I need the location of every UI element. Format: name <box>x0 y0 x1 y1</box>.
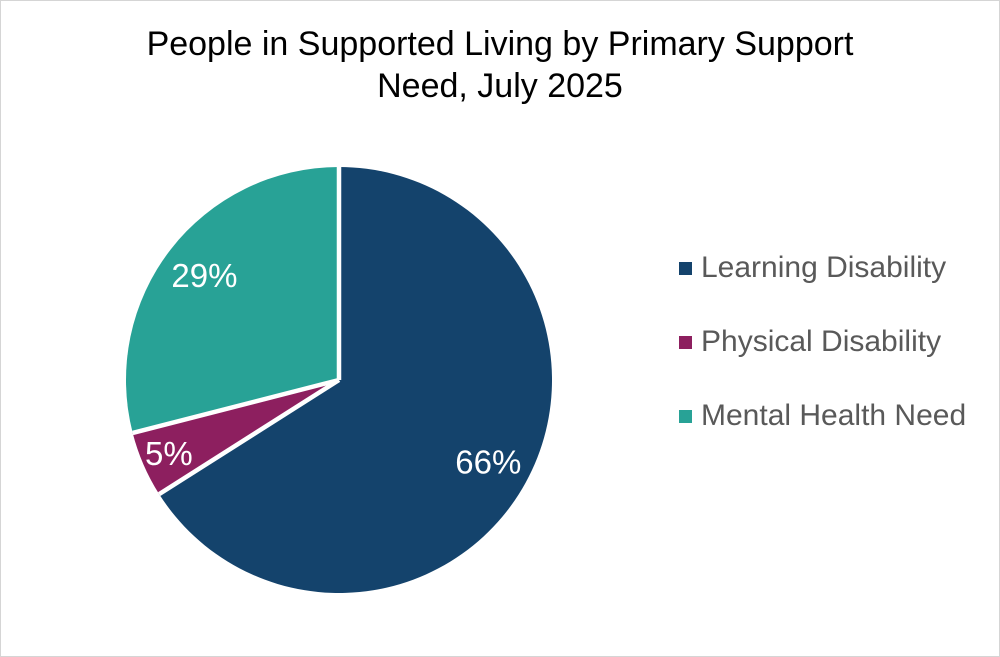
pie-slices: 66% 5% 29% <box>125 166 553 593</box>
legend-marker-physical-disability-icon <box>679 335 692 349</box>
slice-divider <box>157 378 341 497</box>
slice-label-physical-disability: 5% <box>145 435 193 472</box>
chart-title: People in Supported Living by Primary Su… <box>146 25 854 105</box>
legend-label-physical-disability: Physical Disability <box>701 325 942 358</box>
legend-label-mental-health-need: Mental Health Need <box>701 399 967 432</box>
legend-item-learning-disability: Learning Disability <box>679 251 966 285</box>
slice-label-learning-disability: 66% <box>455 444 521 481</box>
slice-divider <box>132 377 340 436</box>
legend-marker-learning-disability-icon <box>679 261 692 275</box>
pie-slice-mental-health-need <box>125 166 340 433</box>
legend-item-physical-disability: Physical Disability <box>679 325 966 359</box>
pie-slice-physical-disability <box>132 380 339 495</box>
legend-marker-mental-health-need-icon <box>679 409 692 423</box>
legend-label-learning-disability: Learning Disability <box>701 251 947 284</box>
slice-label-mental-health-need: 29% <box>171 257 237 294</box>
legend: Learning Disability Physical Disability … <box>679 251 966 433</box>
legend-item-mental-health-need: Mental Health Need <box>679 399 966 433</box>
pie-slice-learning-disability <box>159 167 553 593</box>
